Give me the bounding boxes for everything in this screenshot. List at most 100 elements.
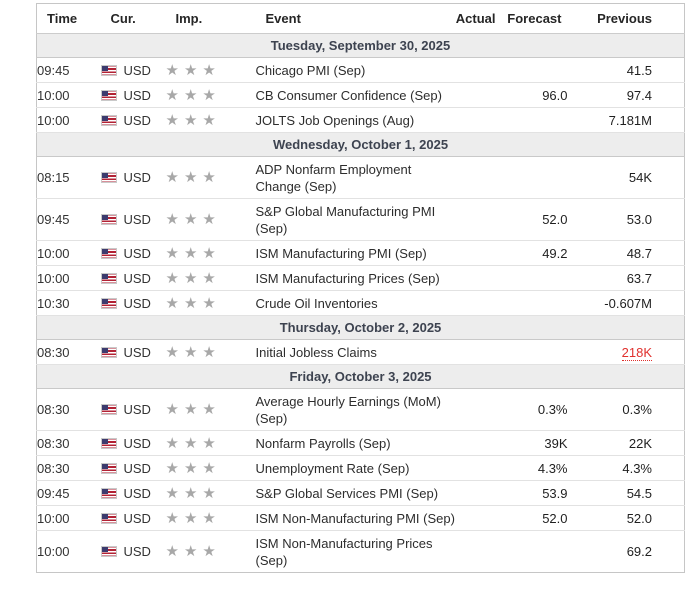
event-row[interactable]: 08:30 USD ★ ★ ★ Unemployment Rate (Sep) 4.…: [36, 455, 685, 481]
event-row[interactable]: 10:00 USD ★ ★ ★ ISM Non-Manufacturing PMI …: [36, 505, 685, 531]
event-name-link[interactable]: ISM Manufacturing Prices (Sep): [255, 265, 456, 291]
currency-label: USD: [123, 112, 151, 128]
currency-label: USD: [123, 510, 151, 526]
event-time: 10:30: [36, 290, 101, 316]
us-flag-icon: [100, 272, 117, 284]
event-forecast-value: [501, 339, 568, 365]
star-icon: ★: [165, 211, 179, 228]
event-row[interactable]: 09:45 USD ★ ★ ★ Chicago PMI (Sep) 41.5: [36, 57, 685, 83]
day-separator-row: Wednesday, October 1, 2025: [36, 132, 685, 157]
event-forecast-value: 39K: [501, 430, 568, 456]
us-flag-icon: [100, 346, 117, 358]
importance-stars: ★ ★ ★: [165, 339, 256, 365]
event-previous-value: 63.7: [626, 270, 652, 286]
event-previous-cell: 4.3%: [567, 455, 685, 481]
star-icon: ★: [202, 169, 216, 186]
event-name-link[interactable]: Initial Jobless Claims: [255, 339, 456, 365]
us-flag-icon: [100, 172, 117, 183]
event-name-link[interactable]: JOLTS Job Openings (Aug): [255, 107, 456, 133]
event-previous-value: 52.0: [626, 510, 652, 526]
star-icon: ★: [165, 484, 179, 502]
us-flag-icon: [100, 214, 117, 225]
day-separator-row: Tuesday, September 30, 2025: [36, 33, 685, 58]
event-time: 08:30: [36, 388, 101, 431]
event-row[interactable]: 08:15 USD ★ ★ ★ ADP Nonfarm Employment Cha…: [36, 156, 685, 199]
event-name-link[interactable]: ISM Manufacturing PMI (Sep): [255, 240, 456, 266]
star-icon: ★: [165, 269, 179, 287]
event-previous-value: 41.5: [626, 62, 652, 78]
star-icon: ★: [183, 269, 198, 287]
table-header: Time Cur. Imp. Event Actual Forecast Pre…: [36, 3, 685, 34]
star-icon: ★: [202, 86, 216, 104]
event-currency-cell: USD: [100, 290, 166, 316]
event-name-link[interactable]: Average Hourly Earnings (MoM) (Sep): [255, 388, 456, 431]
event-previous-value: 48.7: [626, 245, 652, 261]
event-row[interactable]: 09:45 USD ★ ★ ★ S&P Global Services PMI (S…: [36, 480, 685, 506]
us-flag-icon: [100, 404, 117, 415]
event-currency-cell: USD: [100, 505, 166, 531]
importance-stars: ★ ★ ★: [165, 455, 256, 481]
star-icon: ★: [165, 434, 179, 452]
column-header-event: Event: [255, 3, 456, 34]
importance-stars: ★ ★ ★: [165, 388, 256, 431]
event-previous-cell: 48.7: [567, 240, 685, 266]
event-forecast-value: 52.0: [501, 198, 568, 241]
star-icon: ★: [165, 401, 179, 418]
event-forecast-value: 53.9: [501, 480, 568, 506]
event-name-link[interactable]: S&P Global Manufacturing PMI (Sep): [255, 198, 456, 241]
event-name-link[interactable]: CB Consumer Confidence (Sep): [255, 82, 456, 108]
event-name-link[interactable]: Crude Oil Inventories: [255, 290, 456, 316]
event-forecast-value: [501, 265, 568, 291]
event-time: 08:30: [36, 455, 101, 481]
star-icon: ★: [183, 434, 198, 452]
event-name-link[interactable]: Chicago PMI (Sep): [255, 57, 456, 83]
event-row[interactable]: 10:30 USD ★ ★ ★ Crude Oil Inventories -0.6…: [36, 290, 685, 316]
star-icon: ★: [202, 343, 216, 361]
event-previous-value: -0.607M: [604, 295, 652, 311]
event-actual-value: [455, 480, 502, 506]
currency-label: USD: [123, 245, 151, 261]
event-previous-value[interactable]: 218K: [621, 344, 652, 361]
event-name-link[interactable]: ISM Non-Manufacturing Prices (Sep): [255, 535, 433, 568]
event-name-link[interactable]: ADP Nonfarm Employment Change (Sep): [255, 156, 456, 199]
event-actual-value: [455, 57, 502, 83]
event-name-link[interactable]: S&P Global Services PMI (Sep): [255, 480, 456, 506]
star-icon: ★: [183, 401, 198, 418]
column-header-actual: Actual: [455, 3, 502, 34]
star-icon: ★: [183, 111, 198, 129]
currency-label: USD: [123, 212, 151, 227]
event-forecast-value: 0.3%: [501, 388, 568, 431]
us-flag-icon: [100, 512, 117, 524]
event-currency-cell: USD: [100, 107, 166, 133]
event-name-link[interactable]: Nonfarm Payrolls (Sep): [255, 430, 456, 456]
event-row[interactable]: 10:00 USD ★ ★ ★ ISM Manufacturing Prices (…: [36, 265, 685, 291]
event-row[interactable]: 10:00 USD ★ ★ ★ CB Consumer Confidence (Se…: [36, 82, 685, 108]
event-row[interactable]: 08:30 USD ★ ★ ★ Nonfarm Payrolls (Sep) 39K…: [36, 430, 685, 456]
event-row[interactable]: 10:00 USD ★ ★ ★ JOLTS Job Openings (Aug) 7…: [36, 107, 685, 133]
event-actual-value: [455, 505, 502, 531]
column-header-previous: Previous: [567, 3, 685, 34]
event-time: 09:45: [36, 198, 101, 241]
event-actual-value: [455, 455, 502, 481]
star-icon: ★: [183, 211, 198, 228]
event-name-link[interactable]: ISM Non-Manufacturing PMI (Sep): [255, 505, 456, 531]
event-name-link[interactable]: Unemployment Rate (Sep): [255, 455, 456, 481]
star-icon: ★: [165, 543, 179, 560]
event-row[interactable]: 08:30 USD ★ ★ ★ Average Hourly Earnings (M…: [36, 388, 685, 431]
event-row[interactable]: 10:00 USD ★ ★ ★ ISM Non-Manufacturing Pric…: [37, 531, 685, 573]
event-previous-value: 4.3%: [622, 460, 652, 476]
column-header-importance: Imp.: [165, 3, 256, 34]
event-previous-cell: 52.0: [567, 505, 685, 531]
us-flag-icon: [100, 546, 117, 557]
event-row[interactable]: 10:00 USD ★ ★ ★ ISM Manufacturing PMI (Sep…: [36, 240, 685, 266]
star-icon: ★: [165, 294, 179, 312]
event-forecast-value: 96.0: [501, 82, 568, 108]
event-previous-cell: 22K: [567, 430, 685, 456]
day-separator-row: Thursday, October 2, 2025: [36, 315, 685, 340]
event-previous-cell: 7.181M: [567, 107, 685, 133]
event-previous-value: 22K: [628, 435, 652, 451]
importance-stars: ★ ★ ★: [165, 82, 256, 108]
importance-stars: ★ ★ ★: [165, 430, 256, 456]
event-row[interactable]: 09:45 USD ★ ★ ★ S&P Global Manufacturing P…: [36, 198, 685, 241]
event-row[interactable]: 08:30 USD ★ ★ ★ Initial Jobless Claims 218…: [36, 339, 685, 365]
